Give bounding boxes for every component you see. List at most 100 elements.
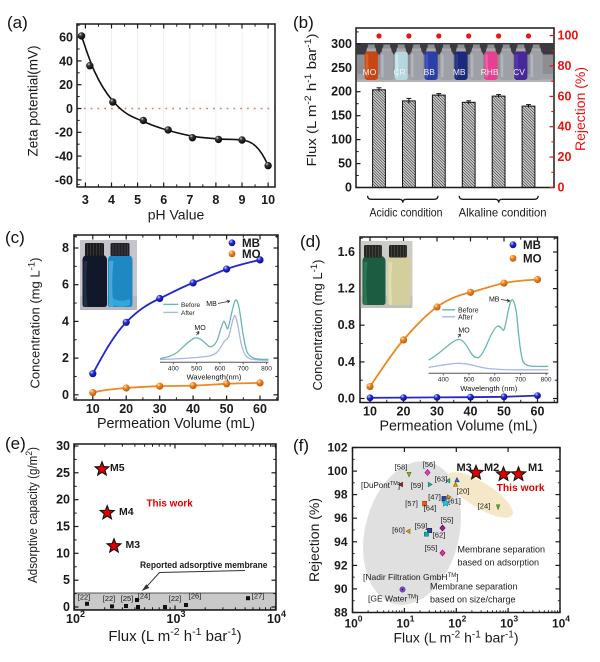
svg-text:Before: Before xyxy=(458,307,479,314)
svg-text:M3: M3 xyxy=(457,462,472,474)
svg-text:10: 10 xyxy=(56,546,70,560)
svg-text:50: 50 xyxy=(338,157,352,171)
svg-text:50: 50 xyxy=(220,402,234,416)
svg-text:800: 800 xyxy=(261,366,272,373)
svg-text:This work: This work xyxy=(497,482,545,494)
svg-text:[59]: [59] xyxy=(415,522,428,531)
svg-text:20: 20 xyxy=(59,78,73,92)
svg-text:0: 0 xyxy=(345,181,352,195)
svg-text:This work: This work xyxy=(147,499,194,510)
svg-text:4: 4 xyxy=(62,314,69,328)
svg-text:9: 9 xyxy=(239,193,246,207)
svg-text:10: 10 xyxy=(66,612,80,626)
svg-text:[55]: [55] xyxy=(425,544,438,553)
svg-text:(e): (e) xyxy=(5,434,26,453)
svg-text:MO: MO xyxy=(458,328,470,335)
svg-text:10: 10 xyxy=(363,405,377,419)
svg-text:60: 60 xyxy=(531,405,545,419)
svg-text:Rejection (%): Rejection (%) xyxy=(572,67,588,151)
svg-text:150: 150 xyxy=(331,109,352,123)
svg-text:(c): (c) xyxy=(5,228,25,247)
svg-text:7: 7 xyxy=(186,193,193,207)
svg-text:Concentration (mg L-1): Concentration (mg L-1) xyxy=(26,258,43,389)
svg-text:Flux (L m-2 h-1 bar-1): Flux (L m-2 h-1 bar-1) xyxy=(108,626,241,645)
svg-text:100: 100 xyxy=(331,133,352,147)
svg-text:0: 0 xyxy=(63,600,70,614)
svg-text:M2: M2 xyxy=(484,462,499,474)
svg-text:[DuPontTM]: [DuPontTM] xyxy=(361,481,400,490)
svg-text:Adsorptive capacity (g/m2): Adsorptive capacity (g/m2) xyxy=(24,447,41,583)
svg-text:-60: -60 xyxy=(55,173,73,187)
svg-text:40: 40 xyxy=(558,120,572,134)
svg-text:MO: MO xyxy=(363,67,377,77)
svg-text:Concentration (mg L-1): Concentration (mg L-1) xyxy=(309,260,326,391)
svg-text:based on size/charge: based on size/charge xyxy=(430,595,516,605)
svg-text:40: 40 xyxy=(186,402,200,416)
svg-text:10: 10 xyxy=(86,402,100,416)
svg-text:M1: M1 xyxy=(528,462,543,474)
svg-text:[22]: [22] xyxy=(103,594,116,603)
svg-text:60: 60 xyxy=(59,31,73,45)
svg-text:20: 20 xyxy=(56,493,70,507)
svg-text:0.0: 0.0 xyxy=(338,392,355,406)
svg-text:Flux (L m-2 h-1 bar-1): Flux (L m-2 h-1 bar-1) xyxy=(303,34,319,167)
svg-text:[Nadir Filtration GmbHTM]: [Nadir Filtration GmbHTM] xyxy=(363,572,459,582)
svg-text:400: 400 xyxy=(438,377,449,384)
svg-text:0.8: 0.8 xyxy=(338,318,355,332)
svg-text:MB: MB xyxy=(453,67,466,77)
svg-text:700: 700 xyxy=(515,377,526,384)
svg-text:MO: MO xyxy=(523,254,542,266)
svg-text:[26]: [26] xyxy=(189,592,202,601)
svg-text:[58]: [58] xyxy=(395,463,408,472)
svg-text:[62]: [62] xyxy=(433,531,446,540)
svg-text:20: 20 xyxy=(397,405,411,419)
svg-text:0.4: 0.4 xyxy=(338,355,355,369)
svg-text:M3: M3 xyxy=(126,539,141,551)
svg-text:Reported adsorptive membrane: Reported adsorptive membrane xyxy=(140,560,268,570)
svg-text:50: 50 xyxy=(497,405,511,419)
svg-text:10: 10 xyxy=(345,617,359,631)
svg-text:800: 800 xyxy=(541,377,552,384)
svg-text:10: 10 xyxy=(552,617,566,631)
svg-text:5: 5 xyxy=(63,573,70,587)
svg-text:-40: -40 xyxy=(55,150,73,164)
svg-text:RHB: RHB xyxy=(481,67,499,77)
svg-text:[25]: [25] xyxy=(121,594,134,603)
svg-text:30: 30 xyxy=(430,405,444,419)
svg-text:400: 400 xyxy=(168,366,179,373)
svg-text:20: 20 xyxy=(119,402,133,416)
svg-text:10: 10 xyxy=(267,612,281,626)
svg-text:30: 30 xyxy=(153,402,167,416)
svg-text:[20]: [20] xyxy=(457,487,470,496)
svg-text:2: 2 xyxy=(80,609,85,619)
svg-text:[61]: [61] xyxy=(448,497,461,506)
svg-text:1: 1 xyxy=(410,614,415,624)
svg-text:40: 40 xyxy=(464,405,478,419)
svg-text:1.6: 1.6 xyxy=(338,245,355,259)
svg-text:M5: M5 xyxy=(110,462,125,474)
svg-text:0: 0 xyxy=(66,102,73,116)
svg-text:Flux (L m-2 h-1 bar-1): Flux (L m-2 h-1 bar-1) xyxy=(393,629,518,646)
svg-text:3: 3 xyxy=(513,614,518,624)
svg-text:CV: CV xyxy=(513,67,525,77)
svg-text:[GE WaterTM]: [GE WaterTM] xyxy=(368,594,418,604)
svg-text:80: 80 xyxy=(558,59,572,73)
svg-text:10: 10 xyxy=(167,612,181,626)
svg-text:10: 10 xyxy=(396,617,410,631)
svg-text:4: 4 xyxy=(108,193,115,207)
svg-text:8: 8 xyxy=(212,193,219,207)
svg-text:4: 4 xyxy=(565,614,570,624)
svg-text:(a): (a) xyxy=(7,13,28,32)
svg-text:8: 8 xyxy=(62,241,69,255)
svg-text:6: 6 xyxy=(62,278,69,292)
svg-text:200: 200 xyxy=(331,85,352,99)
svg-text:500: 500 xyxy=(464,377,475,384)
svg-text:[59]: [59] xyxy=(411,481,424,490)
svg-text:250: 250 xyxy=(331,61,352,75)
svg-text:600: 600 xyxy=(489,377,500,384)
svg-text:MB: MB xyxy=(489,297,500,304)
svg-text:-20: -20 xyxy=(55,126,73,140)
svg-text:After: After xyxy=(458,314,473,321)
svg-text:Wavelength (nm): Wavelength (nm) xyxy=(460,384,517,393)
svg-text:[22]: [22] xyxy=(169,594,182,603)
